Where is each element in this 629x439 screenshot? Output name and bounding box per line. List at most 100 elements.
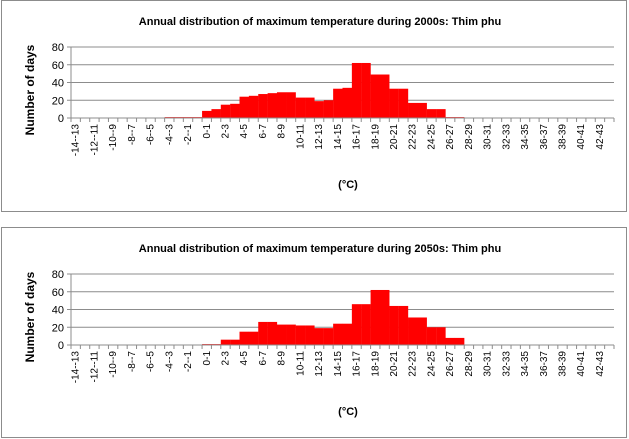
- x-tick-label: 20-21: [389, 351, 400, 377]
- bar: [408, 102, 418, 118]
- x-tick-label: -10--9: [108, 351, 119, 378]
- bar: [333, 88, 343, 118]
- x-tick-label: 26-27: [445, 124, 456, 150]
- x-tick-label: 12-13: [314, 124, 325, 150]
- x-tick-label: 32-33: [501, 351, 512, 377]
- bar: [305, 97, 315, 118]
- x-tick-label: 14-15: [333, 351, 344, 377]
- x-tick-label: 34-35: [520, 351, 531, 377]
- bar: [389, 305, 399, 345]
- bar: [239, 331, 250, 345]
- x-tick-label: 18-19: [370, 351, 381, 377]
- bar: [417, 102, 427, 118]
- x-tick-label: 38-39: [558, 124, 569, 150]
- x-tick-label: 26-27: [445, 351, 456, 377]
- x-tick-label: -4--3: [164, 351, 175, 373]
- x-tick-label: 10-11: [295, 351, 306, 376]
- bar: [445, 337, 455, 345]
- bar: [436, 109, 446, 118]
- bar: [295, 97, 306, 118]
- bar: [267, 321, 278, 345]
- y-axis-label: Number of days: [23, 271, 37, 362]
- bar: [436, 327, 446, 345]
- x-tick-label: 24-25: [426, 351, 437, 377]
- x-tick-label: 6-7: [258, 124, 269, 139]
- bar: [351, 304, 362, 345]
- bar: [211, 109, 221, 118]
- y-tick-label: 20: [52, 95, 64, 107]
- x-tick-label: -12--11: [89, 351, 100, 383]
- x-tick-label: 30-31: [483, 124, 494, 150]
- x-tick-label: -2--1: [183, 124, 194, 146]
- bar: [276, 92, 287, 118]
- bar: [239, 96, 250, 118]
- x-tick-label: 34-35: [520, 124, 531, 150]
- y-tick-label: 60: [52, 60, 64, 72]
- y-tick-label: 40: [52, 78, 64, 90]
- bar: [248, 95, 259, 118]
- x-axis-label: (°C): [338, 179, 358, 191]
- bar: [379, 289, 390, 345]
- chart-2000s: Annual distribution of maximum temperatu…: [23, 16, 615, 191]
- x-tick-label: 36-37: [539, 351, 550, 377]
- chart-title: Annual distribution of maximum temperatu…: [139, 243, 501, 255]
- x-tick-label: 16-17: [352, 124, 363, 150]
- x-tick-label: 2-3: [220, 351, 231, 366]
- x-tick-label: 38-39: [558, 351, 569, 377]
- x-tick-label: 32-33: [501, 124, 512, 150]
- x-tick-label: -6--5: [146, 124, 157, 146]
- x-tick-label: 12-13: [314, 351, 325, 377]
- bar: [426, 327, 437, 345]
- chart-title: Annual distribution of maximum temperatu…: [139, 16, 501, 28]
- y-tick-label: 0: [58, 340, 64, 352]
- x-tick-label: 0-1: [202, 351, 213, 366]
- x-tick-label: 8-9: [277, 124, 288, 139]
- x-tick-label: -10--9: [108, 124, 119, 151]
- chart-panel-2050s: Annual distribution of maximum temperatu…: [1, 227, 627, 438]
- bar: [323, 100, 334, 118]
- bar: [314, 328, 324, 345]
- chart-panel-2000s: Annual distribution of maximum temperatu…: [1, 0, 627, 212]
- x-tick-label: 24-25: [426, 124, 437, 150]
- bar: [230, 103, 240, 118]
- bar: [408, 317, 418, 345]
- y-tick-label: 60: [52, 287, 64, 299]
- x-tick-label: -6--5: [146, 351, 157, 373]
- x-tick-label: 28-29: [464, 124, 475, 150]
- x-tick-label: -4--3: [164, 124, 175, 146]
- y-tick-label: 80: [52, 42, 64, 54]
- bar: [248, 331, 259, 345]
- x-tick-label: 42-43: [595, 351, 606, 377]
- x-tick-label: -14--13: [71, 124, 82, 157]
- bar: [389, 88, 399, 118]
- x-tick-label: -2--1: [183, 351, 194, 373]
- bar: [258, 94, 268, 118]
- bar: [295, 325, 306, 345]
- x-tick-label: 4-5: [239, 124, 250, 139]
- x-tick-label: 16-17: [352, 351, 363, 377]
- bar: [276, 324, 287, 345]
- bar: [417, 317, 427, 345]
- x-tick-label: 10-11: [295, 124, 306, 149]
- y-tick-label: 80: [52, 269, 64, 281]
- bar: [202, 110, 212, 118]
- bar: [230, 339, 240, 345]
- x-tick-label: -12--11: [89, 124, 100, 156]
- x-tick-label: 40-41: [576, 351, 587, 377]
- bar: [333, 323, 343, 345]
- bar: [398, 88, 409, 118]
- x-tick-label: 2-3: [220, 124, 231, 139]
- x-tick-label: 20-21: [389, 124, 400, 150]
- y-tick-label: 0: [58, 113, 64, 125]
- bar: [342, 87, 353, 118]
- x-tick-label: 0-1: [202, 124, 213, 139]
- x-tick-label: -8--7: [127, 124, 138, 146]
- bar: [370, 289, 381, 345]
- bar: [342, 323, 353, 345]
- x-tick-label: 42-43: [595, 124, 606, 150]
- bar: [286, 92, 296, 118]
- bar: [351, 62, 362, 118]
- x-tick-label: 18-19: [370, 124, 381, 150]
- bar: [379, 74, 390, 118]
